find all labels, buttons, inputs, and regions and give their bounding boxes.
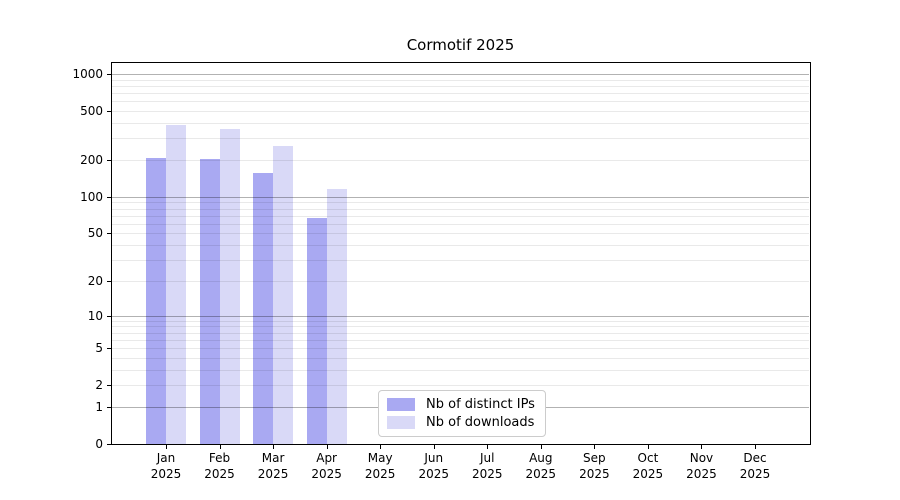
x-tick-label: Sep 2025 xyxy=(579,451,610,481)
y-tick-mark xyxy=(107,233,111,234)
x-tick-label: Apr 2025 xyxy=(311,451,342,481)
x-tick-label: Jan 2025 xyxy=(150,451,182,481)
gridline-minor xyxy=(112,123,809,124)
y-tick-mark xyxy=(107,407,111,408)
gridline-major xyxy=(112,316,809,317)
y-tick-label: 1 xyxy=(95,400,103,414)
y-tick-label: 50 xyxy=(87,226,103,240)
gridline-minor xyxy=(112,209,809,210)
bar-distinct-ips-jan xyxy=(146,157,166,444)
gridline-minor xyxy=(112,370,809,371)
x-tick-mark xyxy=(540,445,542,449)
bar-distinct-ips-feb xyxy=(199,158,220,444)
gridline-minor xyxy=(112,80,809,81)
bar-downloads-apr xyxy=(326,189,347,444)
x-tick-label: Oct 2025 xyxy=(632,451,664,481)
gridline-minor xyxy=(112,160,809,161)
x-tick-mark xyxy=(380,445,382,449)
y-tick-label: 2 xyxy=(95,378,103,392)
gridline-minor xyxy=(112,340,809,341)
y-tick-mark xyxy=(107,348,111,349)
gridline-minor xyxy=(112,202,809,203)
x-tick-label: Dec 2025 xyxy=(739,451,771,481)
gridline-minor xyxy=(112,245,809,246)
x-tick-label: Mar 2025 xyxy=(257,451,289,481)
y-tick-mark xyxy=(107,197,111,198)
x-tick-mark xyxy=(594,445,596,449)
chart-title: Cormotif 2025 xyxy=(406,36,515,54)
x-tick-label: Feb 2025 xyxy=(204,451,235,481)
x-tick-label: Jun 2025 xyxy=(418,451,449,481)
bar-distinct-ips-mar xyxy=(253,172,274,444)
gridline-minor xyxy=(112,385,809,386)
legend-swatch-distinct-ips xyxy=(387,397,415,411)
y-tick-label: 200 xyxy=(80,153,103,167)
y-tick-mark xyxy=(107,444,111,445)
x-tick-mark xyxy=(326,445,328,449)
x-tick-label: Jul 2025 xyxy=(471,451,503,481)
y-tick-label: 20 xyxy=(87,274,103,288)
gridline-minor xyxy=(112,281,809,282)
gridline-minor xyxy=(112,321,809,322)
legend-label-downloads: Nb of downloads xyxy=(426,415,535,431)
gridline-minor xyxy=(112,358,809,359)
gridline-minor xyxy=(112,233,809,234)
legend-swatch-downloads xyxy=(387,416,415,430)
legend-label-distinct-ips: Nb of distinct IPs xyxy=(426,396,535,412)
legend-entry-downloads: Nb of downloads xyxy=(387,414,537,433)
x-tick-mark xyxy=(647,445,649,449)
y-tick-mark xyxy=(107,316,111,317)
y-tick-label: 5 xyxy=(95,341,103,355)
y-tick-mark xyxy=(107,74,111,75)
y-tick-label: 10 xyxy=(87,309,103,323)
x-tick-mark xyxy=(433,445,435,449)
x-tick-label: May 2025 xyxy=(364,451,396,481)
gridline-minor xyxy=(112,111,809,112)
gridline-minor xyxy=(112,333,809,334)
x-tick-label: Nov 2025 xyxy=(686,451,717,481)
gridline-major xyxy=(112,74,809,75)
y-tick-label: 0 xyxy=(95,437,103,451)
bar-distinct-ips-apr xyxy=(306,218,327,444)
gridline-major xyxy=(112,197,809,198)
y-tick-mark xyxy=(107,111,111,112)
y-tick-mark xyxy=(107,385,111,386)
y-tick-label: 1000 xyxy=(72,67,103,81)
x-tick-mark xyxy=(166,445,167,449)
legend-entry-distinct-ips: Nb of distinct IPs xyxy=(387,395,537,414)
y-tick-label: 100 xyxy=(80,190,103,204)
gridline-minor xyxy=(112,101,809,102)
gridline-minor xyxy=(112,138,809,139)
bar-downloads-mar xyxy=(273,145,294,444)
gridline-minor xyxy=(112,216,809,217)
x-tick-mark xyxy=(219,445,221,449)
x-tick-mark xyxy=(755,445,756,449)
y-tick-mark xyxy=(107,160,111,161)
gridline-minor xyxy=(112,260,809,261)
gridline-minor xyxy=(112,326,809,327)
y-tick-mark xyxy=(107,281,111,282)
x-tick-mark xyxy=(487,445,489,449)
gridline-minor xyxy=(112,348,809,349)
x-tick-mark xyxy=(273,445,275,449)
gridline-minor xyxy=(112,86,809,87)
x-tick-mark xyxy=(701,445,703,449)
gridline-minor xyxy=(112,224,809,225)
legend: Nb of distinct IPs Nb of downloads xyxy=(378,390,546,437)
x-tick-label: Aug 2025 xyxy=(525,451,557,481)
y-tick-label: 500 xyxy=(80,104,103,118)
bar-downloads-feb xyxy=(219,129,240,444)
plot-area xyxy=(111,62,811,445)
bar-downloads-jan xyxy=(166,125,186,444)
gridline-minor xyxy=(112,93,809,94)
